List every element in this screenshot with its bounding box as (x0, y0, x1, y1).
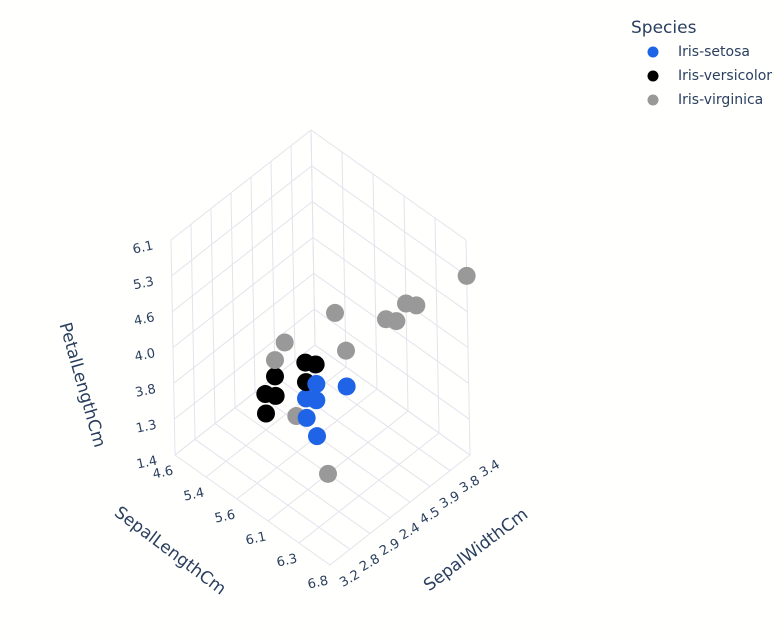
point (266, 351, 284, 370)
legend-label: Iris-virginica (678, 92, 763, 108)
x-grid-line (267, 410, 409, 522)
y-grid-line (194, 438, 351, 550)
y-tick-label: 2.9 (377, 536, 402, 559)
z-grid-line (172, 201, 313, 313)
point (337, 341, 355, 360)
point (297, 408, 316, 427)
z-tick-label: 1.4 (135, 454, 158, 473)
x-grid-line (329, 454, 471, 566)
x-grid-line (236, 388, 378, 500)
ticks: 4.65.45.66.16.36.8 3.22.82.92.44.53.93.83… (131, 239, 502, 593)
point (319, 464, 337, 483)
z-grid-line (174, 308, 315, 420)
point (457, 266, 476, 285)
marks (256, 266, 476, 483)
y-tick-label: 3.9 (437, 489, 462, 512)
point (326, 303, 344, 322)
y-tick-label: 3.4 (477, 457, 502, 480)
y-grid-line (234, 407, 391, 519)
x-tick-label: 6.8 (306, 574, 329, 593)
point (306, 355, 325, 374)
point (307, 391, 326, 410)
y-tick-label: 3.2 (337, 567, 362, 590)
z-tick-label: 3.8 (134, 382, 157, 401)
legend-title: Species (631, 18, 697, 38)
point (266, 386, 285, 405)
z-grid-line (173, 272, 314, 384)
z-grid-line (311, 165, 467, 277)
z-tick-label: 4.6 (133, 310, 156, 329)
point (307, 374, 326, 393)
point (387, 312, 406, 331)
x-tick-label: 6.1 (244, 530, 267, 549)
z-grid-line (310, 129, 467, 241)
y-grid-line (254, 391, 411, 503)
point (266, 367, 284, 386)
z-tick-label: 4.0 (133, 346, 156, 365)
point (337, 377, 356, 396)
z-grid-line (312, 237, 469, 348)
y-tick-label: 3.8 (457, 473, 482, 496)
legend-marker (647, 94, 659, 106)
y-grid-line (174, 454, 331, 566)
z-tick-label: 1.3 (135, 418, 158, 437)
x-tick-label: 5.6 (213, 508, 236, 527)
y-tick-label: 4.5 (417, 504, 442, 527)
y-tick-label: 2.4 (397, 520, 422, 543)
x-axis-title: SepalLengthCm (110, 503, 229, 600)
z-grid-line (314, 344, 471, 456)
z-axis-title: PetalLengthCm (55, 320, 110, 450)
point (308, 427, 326, 446)
legend-label: Iris-setosa (678, 44, 750, 60)
x-tick-label: 6.3 (275, 552, 298, 571)
z-grid-line (171, 165, 312, 277)
z-tick-label: 6.1 (131, 239, 154, 258)
grid (170, 129, 471, 566)
legend-marker (647, 46, 659, 58)
y-grid-line (214, 423, 371, 534)
point (275, 333, 294, 352)
y-tick-label: 2.8 (357, 552, 382, 575)
z-grid-line (314, 308, 470, 420)
legend-label: Iris-versicolor (678, 68, 772, 84)
x-tick-label: 5.4 (182, 486, 205, 505)
x-tick-label: 4.6 (151, 464, 174, 483)
z-tick-label: 5.3 (132, 274, 155, 293)
x-grid-line (298, 432, 440, 544)
legend-marker (647, 70, 659, 82)
point (407, 296, 426, 315)
z-grid-line (174, 344, 316, 456)
z-grid-line (312, 201, 468, 313)
z-grid-line (170, 129, 312, 241)
legend: Species Iris-setosa Iris-versicolor Iris-vi… (631, 18, 772, 108)
z-grid-line (172, 237, 314, 348)
point (257, 404, 275, 423)
